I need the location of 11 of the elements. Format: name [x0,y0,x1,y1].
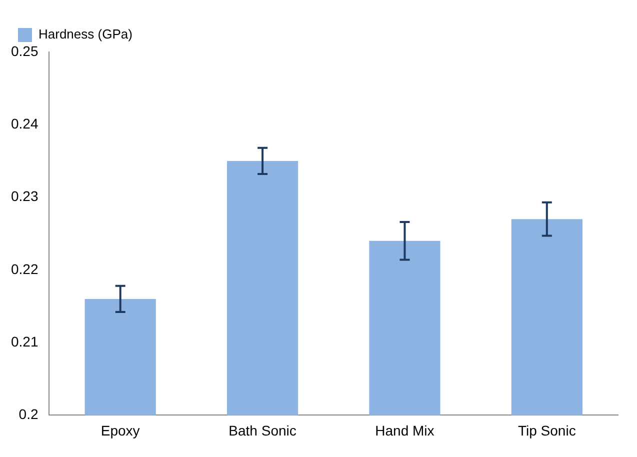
y-tick-label: 0.2 [18,406,38,422]
y-tick-label: 0.22 [11,260,38,277]
y-tick-label: 0.25 [11,42,38,59]
legend-label: Hardness (GPa) [38,26,132,42]
x-tick-label: Epoxy [100,422,140,438]
x-tick-label: Tip Sonic [518,422,576,438]
y-tick-label: 0.24 [11,116,38,132]
y-tick-label: 0.21 [11,333,38,350]
y-tick-label: 0.23 [11,188,38,204]
x-tick-label: Hand Mix [375,422,434,438]
x-tick-label: Bath Sonic [228,422,296,438]
